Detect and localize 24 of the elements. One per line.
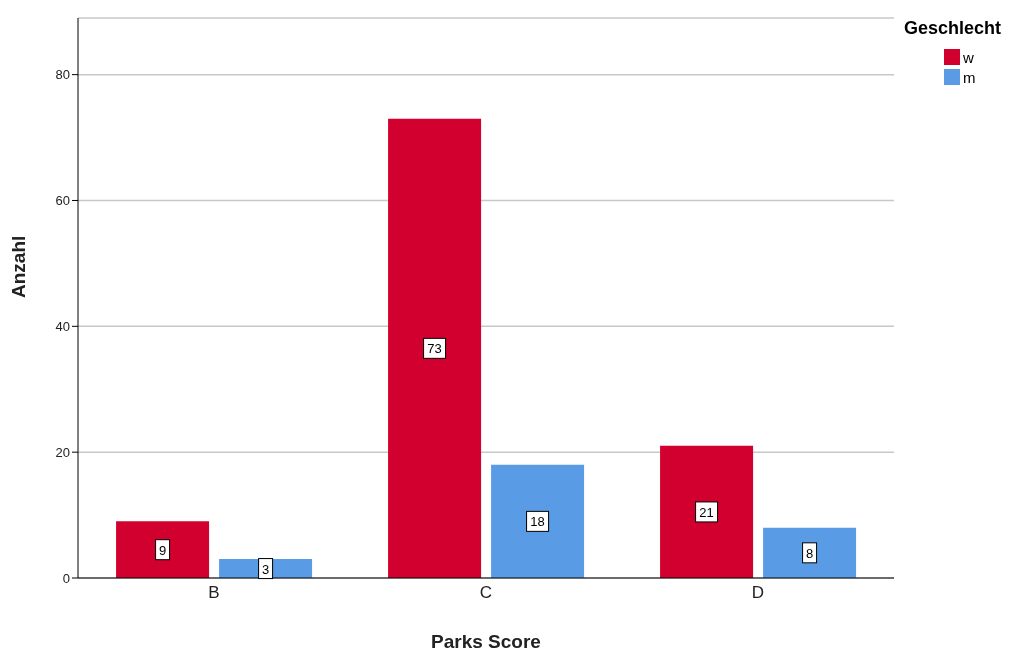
- x-tick-label: B: [208, 583, 220, 603]
- y-tick-label: 40: [55, 318, 70, 334]
- x-axis-title: Parks Score: [431, 631, 541, 652]
- data-label: 9: [158, 542, 167, 558]
- data-label: 18: [530, 514, 545, 530]
- y-tick-label: 20: [55, 444, 70, 460]
- data-label: 3: [261, 561, 270, 577]
- data-label: 8: [805, 545, 814, 561]
- bar: [116, 521, 210, 578]
- data-label: 21: [699, 504, 714, 520]
- legend-label: m: [963, 68, 976, 86]
- bar: [491, 464, 585, 578]
- data-label: 73: [427, 341, 442, 357]
- x-tick-label: C: [479, 583, 493, 603]
- bar: [660, 445, 754, 578]
- y-tick-label: 60: [55, 193, 70, 209]
- legend-title: Geschlecht: [904, 18, 1003, 39]
- bar: [388, 118, 482, 578]
- y-tick-label: 80: [55, 67, 70, 83]
- bar: [763, 527, 857, 578]
- x-tick-label: D: [751, 583, 765, 603]
- legend-label: w: [963, 48, 974, 66]
- y-tick-label: 0: [62, 570, 70, 586]
- y-axis-title: Anzahl: [7, 235, 29, 298]
